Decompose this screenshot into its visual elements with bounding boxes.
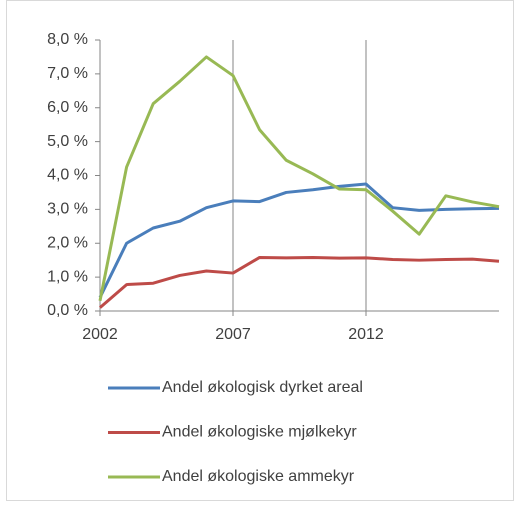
y-tick-label: 1,0 % bbox=[47, 268, 88, 285]
series-line bbox=[98, 55, 500, 302]
y-tick-label: 7,0 % bbox=[47, 65, 88, 82]
y-tick-label: 8,0 % bbox=[47, 31, 88, 48]
series-line bbox=[98, 182, 500, 299]
y-tick-label: 3,0 % bbox=[47, 201, 88, 218]
y-tick-label: 4,0 % bbox=[47, 167, 88, 184]
y-tick-label: 6,0 % bbox=[47, 99, 88, 116]
x-tick-label: 2012 bbox=[348, 326, 384, 343]
x-tick-label: 2007 bbox=[215, 326, 251, 343]
series-line bbox=[99, 255, 500, 309]
legend-label: Andel økologiske mjølkekyr bbox=[162, 424, 357, 441]
legend-label: Andel økologiske ammekyr bbox=[162, 468, 355, 485]
y-tick-label: 0,0 % bbox=[47, 302, 88, 319]
x-tick-label: 2002 bbox=[82, 326, 118, 343]
y-tick-label: 2,0 % bbox=[47, 234, 88, 251]
y-tick-label: 5,0 % bbox=[47, 133, 88, 150]
chart-frame bbox=[6, 0, 514, 501]
legend-label: Andel økologisk dyrket areal bbox=[162, 379, 363, 396]
